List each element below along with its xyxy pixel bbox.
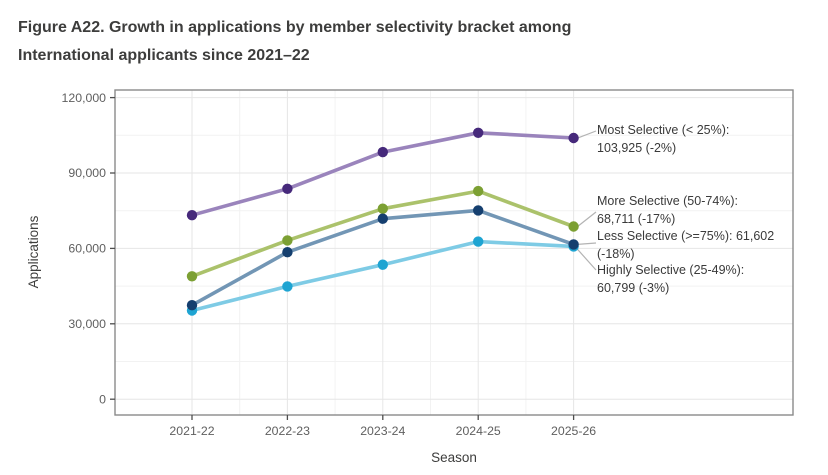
point-less-selective-2021-22 — [186, 300, 198, 311]
point-less-selective-2022-23 — [282, 247, 293, 258]
point-most-selective-2023-24 — [377, 146, 388, 158]
x-axis-title: Season — [431, 450, 477, 465]
annotation-less-selective-line1: Less Selective (>=75%): 61,602 — [597, 229, 775, 243]
plot-panel-border — [114, 89, 794, 416]
y-tick-label: 120,000 — [62, 91, 107, 105]
annotation-most-selective-line1: Most Selective (< 25%): — [597, 123, 730, 137]
point-highly-selective-2023-24 — [377, 259, 388, 270]
point-most-selective-2024-25 — [473, 127, 484, 138]
point-most-selective-2025-26 — [568, 132, 579, 144]
x-tick-label: 2022-23 — [265, 424, 310, 438]
annotation-less-selective-line2: (-18%) — [597, 246, 635, 261]
x-axis-tick-labels: 2021-22 2022-23 2023-24 2024-25 2025-26 — [169, 424, 596, 438]
point-highly-selective-2024-25 — [473, 236, 484, 247]
annotation-more-selective-line1: More Selective (50-74%): — [597, 194, 739, 208]
annotation-more-selective: More Selective (50-74%): 68,711 (-17%) — [597, 193, 823, 228]
x-tick-label: 2023-24 — [360, 424, 405, 438]
x-tick-label: 2025-26 — [551, 424, 596, 438]
point-less-selective-2023-24 — [377, 213, 388, 224]
point-more-selective-2021-22 — [186, 271, 198, 282]
point-highly-selective-2022-23 — [282, 281, 293, 292]
x-tick-label: 2024-25 — [456, 424, 501, 438]
plot-panel — [115, 90, 793, 415]
point-more-selective-2024-25 — [473, 185, 484, 197]
y-tick-label: 30,000 — [68, 317, 106, 331]
annotation-less-selective: Less Selective (>=75%): 61,602 (-18%) — [597, 228, 823, 263]
x-tick-label: 2021-22 — [169, 424, 214, 438]
point-more-selective-2025-26 — [568, 221, 579, 232]
annotation-most-selective-line2: 103,925 (-2%) — [597, 140, 677, 155]
figure-title: Figure A22. Growth in applications by me… — [18, 14, 778, 70]
y-axis-tick-labels: 0 30,000 60,000 90,000 120,000 — [62, 91, 107, 407]
annotation-highly-selective: Highly Selective (25-49%): 60,799 (-3%) — [597, 262, 823, 297]
point-more-selective-2023-24 — [377, 203, 388, 214]
axis-ticks — [110, 96, 575, 420]
y-tick-label: 60,000 — [68, 242, 106, 256]
point-more-selective-2022-23 — [282, 235, 293, 246]
gridlines-major — [115, 90, 793, 415]
figure-title-line1: Figure A22. Growth in applications by me… — [18, 19, 572, 36]
annotation-highly-selective-line2: 60,799 (-3%) — [597, 280, 670, 295]
y-tick-label: 90,000 — [68, 166, 106, 180]
annotation-leader-lines — [577, 130, 597, 271]
points-less-selective — [186, 205, 579, 311]
y-tick-label: 0 — [99, 392, 106, 406]
points-most-selective — [186, 127, 579, 221]
points-highly-selective — [186, 236, 579, 316]
annotation-more-selective-line2: 68,711 (-17%) — [597, 211, 676, 226]
figure-title-line2: International applicants since 2021–22 — [18, 47, 310, 64]
point-less-selective-2024-25 — [473, 205, 484, 216]
point-less-selective-2025-26 — [568, 239, 579, 250]
annotation-highly-selective-line1: Highly Selective (25-49%): — [597, 263, 745, 277]
annotation-most-selective: Most Selective (< 25%): 103,925 (-2%) — [597, 122, 823, 157]
y-axis-title: Applications — [26, 215, 41, 288]
points-more-selective — [186, 185, 579, 282]
point-most-selective-2022-23 — [282, 183, 293, 194]
point-most-selective-2021-22 — [186, 210, 198, 221]
